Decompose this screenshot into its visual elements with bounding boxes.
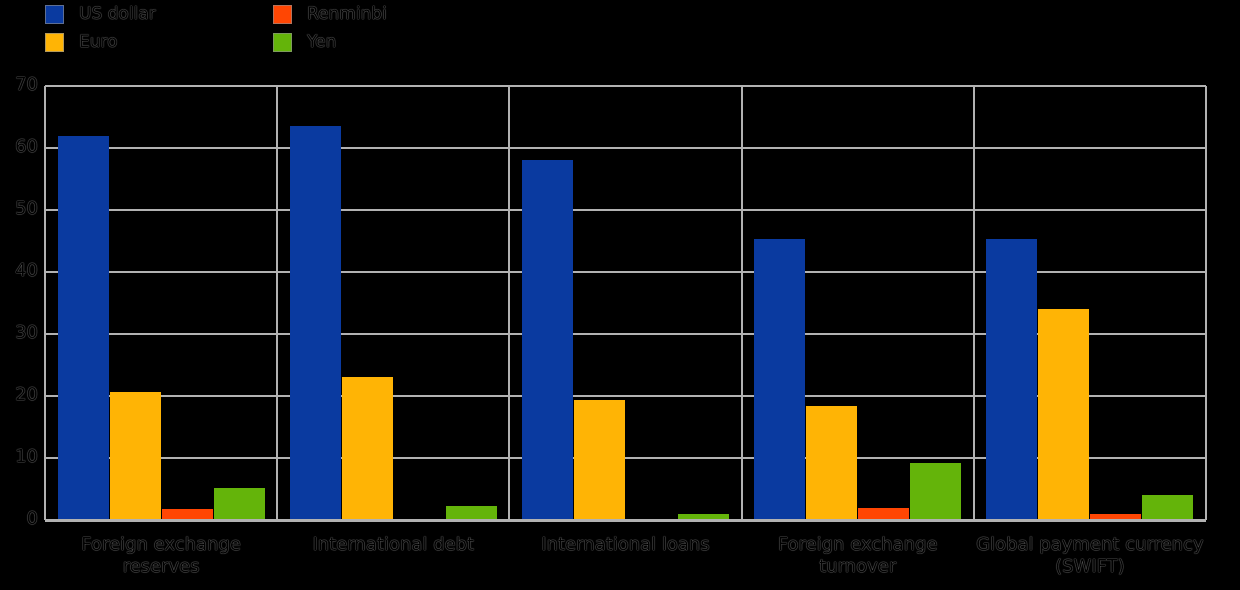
bar-euro	[806, 405, 858, 520]
bar-yen	[445, 505, 497, 520]
panel-divider	[508, 86, 511, 520]
x-axis-category-label: International debt	[243, 534, 543, 556]
gridline	[45, 209, 1206, 211]
y-axis-line	[44, 86, 46, 520]
gridline	[45, 147, 1206, 149]
panel-divider	[972, 86, 975, 520]
y-axis-tick-label: 30	[15, 322, 38, 343]
gridline	[45, 333, 1206, 335]
x-axis-line	[45, 519, 1206, 522]
bar-us-dollar	[289, 126, 341, 520]
legend-swatch-renminbi-icon	[273, 5, 292, 24]
bar-renminbi	[161, 508, 213, 520]
bar-yen	[1142, 495, 1194, 520]
x-axis-category-label: Foreign exchange reserves	[11, 534, 311, 578]
category-label-line: turnover	[819, 556, 897, 577]
gridline	[45, 395, 1206, 397]
category-label-line: Global payment currency	[976, 534, 1204, 555]
legend-item-us-dollar: US dollar	[45, 4, 245, 24]
category-label-line: Foreign exchange	[81, 534, 241, 555]
bar-us-dollar	[754, 239, 806, 520]
gridline	[45, 457, 1206, 459]
legend-label-euro: Euro	[79, 32, 118, 52]
plot-right-border	[1205, 86, 1207, 520]
bar-yen	[213, 487, 265, 520]
legend-label-us-dollar: US dollar	[79, 4, 156, 24]
legend-item-euro: Euro	[45, 32, 245, 52]
bar-us-dollar	[522, 160, 573, 520]
legend-swatch-euro-icon	[45, 33, 64, 52]
y-axis-tick-label: 0	[26, 508, 38, 529]
y-axis-tick-label: 50	[15, 198, 38, 219]
category-label-line: reserves	[122, 556, 200, 577]
y-axis-tick-label: 20	[15, 384, 38, 405]
legend-item-renminbi: Renminbi	[273, 4, 473, 24]
category-label-line: (SWIFT)	[1055, 556, 1125, 577]
bar-euro	[1038, 309, 1090, 520]
gridline	[45, 271, 1206, 273]
x-axis-category-label: Global payment currency (SWIFT)	[940, 534, 1240, 578]
legend-label-yen: Yen	[307, 32, 337, 52]
y-axis-tick-label: 40	[15, 260, 38, 281]
bar-us-dollar	[986, 239, 1038, 520]
legend-swatch-us-dollar-icon	[45, 5, 64, 24]
panel-divider	[740, 86, 743, 520]
gridline	[45, 85, 1206, 87]
category-label-line: International loans	[541, 534, 710, 555]
y-axis-tick-label: 60	[15, 136, 38, 157]
bar-euro	[574, 400, 625, 520]
legend-item-yen: Yen	[273, 32, 473, 52]
category-label-line: International debt	[312, 534, 475, 555]
bar-euro	[341, 377, 393, 520]
legend-swatch-yen-icon	[273, 33, 292, 52]
bar-us-dollar	[57, 135, 109, 520]
x-axis-category-label: Foreign exchange turnover	[708, 534, 1008, 578]
legend-label-renminbi: Renminbi	[307, 4, 387, 24]
bar-euro	[109, 391, 161, 520]
bar-yen	[910, 462, 962, 520]
y-axis-tick-label: 10	[15, 446, 38, 467]
category-label-line: Foreign exchange	[777, 534, 938, 555]
bar-renminbi	[1090, 513, 1142, 520]
bar-yen	[678, 513, 729, 520]
panel-divider	[276, 86, 279, 520]
y-axis-tick-label: 70	[15, 74, 38, 95]
bar-renminbi	[858, 508, 910, 520]
x-axis-category-label: International loans	[476, 534, 776, 556]
